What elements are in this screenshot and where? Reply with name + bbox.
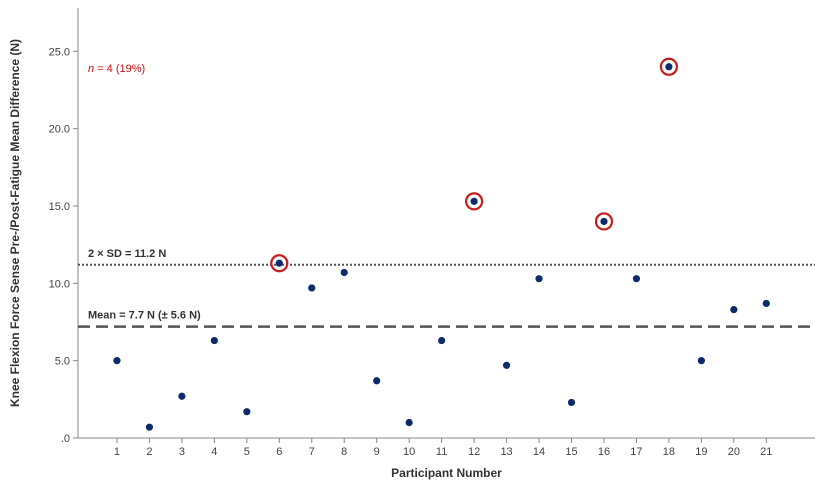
axis-ticks: .05.010.015.020.025.01 2 3 4 5 6 7 8 9 10 11 12 13 14… xyxy=(49,46,773,458)
data-point xyxy=(340,268,348,277)
x-tick-label: 16 xyxy=(598,446,610,458)
x-tick-label: 9 xyxy=(374,446,380,458)
annotation-text: = 4 (19%) xyxy=(94,63,145,75)
x-tick-label: 21 xyxy=(760,446,772,458)
highlight-ring xyxy=(659,57,678,76)
x-tick-label: 12 xyxy=(468,446,480,458)
x-tick-label: 1 xyxy=(114,446,120,458)
x-tick-label: 5 xyxy=(244,446,250,458)
data-point xyxy=(145,423,154,431)
mean-label: Mean = 7.7 N (± 5.6 N) xyxy=(88,310,201,322)
x-tick-label: 10 xyxy=(403,446,415,458)
data-point xyxy=(762,299,770,308)
x-tick-label: 3 xyxy=(179,446,185,458)
x-tick-label: 7 xyxy=(309,446,315,458)
data-point xyxy=(470,197,478,205)
highlight-ring xyxy=(270,254,289,273)
data-point xyxy=(373,377,381,385)
annotation-prefix: n xyxy=(88,63,94,75)
reference-lines: 2 × SD = 11.2 N Mean = 7.7 N (± 5.6 N) xyxy=(78,248,815,328)
x-tick-label: 2 xyxy=(146,446,152,458)
x-tick-label: 11 xyxy=(436,446,447,458)
data-point xyxy=(113,357,121,365)
x-tick-label: 8 xyxy=(341,446,347,458)
data-point xyxy=(210,336,218,345)
x-tick-label: 15 xyxy=(565,446,577,458)
highlight-ring xyxy=(464,192,484,211)
y-tick-label: .0 xyxy=(61,433,70,445)
x-tick-label: 17 xyxy=(630,446,642,458)
x-tick-label: 19 xyxy=(695,446,707,458)
highlight-count-annotation: n = 4 (19%) xyxy=(88,63,145,75)
x-tick-label: 20 xyxy=(728,446,740,458)
data-point xyxy=(665,63,673,71)
data-point xyxy=(502,361,511,369)
data-points xyxy=(113,57,770,431)
y-tick-label: 15.0 xyxy=(49,201,70,213)
x-tick-label: 14 xyxy=(533,446,545,458)
axes xyxy=(77,8,815,439)
data-point xyxy=(697,357,705,365)
x-tick-label: 13 xyxy=(500,446,512,458)
two-sd-label: 2 × SD = 11.2 N xyxy=(88,248,166,260)
y-tick-label: 5.0 xyxy=(55,356,70,368)
y-axis-title: Knee Flexion Force Sense Pre-/Post-Fatig… xyxy=(8,39,22,407)
x-tick-label: 6 xyxy=(276,446,282,458)
y-tick-label: 10.0 xyxy=(49,278,70,290)
data-point xyxy=(308,284,316,292)
highlight-ring xyxy=(594,212,614,231)
data-point xyxy=(438,336,446,345)
x-tick-label: 18 xyxy=(663,446,675,458)
data-point xyxy=(405,418,413,427)
y-tick-label: 25.0 xyxy=(49,46,70,58)
data-point xyxy=(178,392,186,400)
data-point xyxy=(632,275,641,283)
data-point xyxy=(243,408,251,416)
data-point xyxy=(600,217,608,226)
x-axis-title: Participant Number xyxy=(391,466,502,480)
data-point xyxy=(730,306,738,314)
data-point xyxy=(535,275,543,283)
data-point xyxy=(275,259,283,267)
x-tick-label: 4 xyxy=(211,446,217,458)
y-tick-label: 20.0 xyxy=(49,124,70,136)
data-point xyxy=(567,398,576,407)
